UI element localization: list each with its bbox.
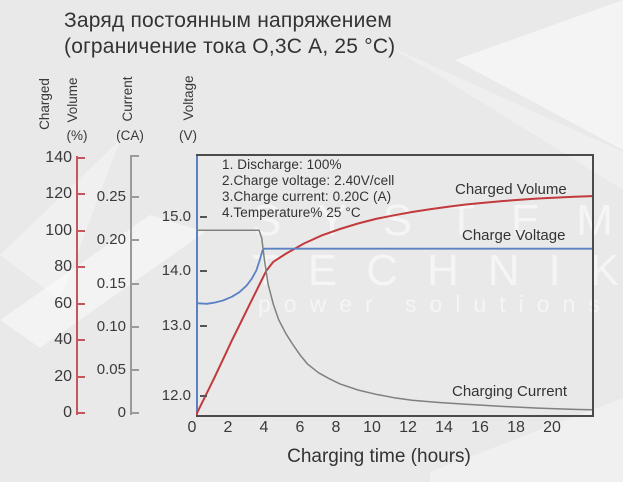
voltage-axis-tick-label: 12.0: [161, 387, 191, 405]
charge_voltage-curve: [196, 247, 592, 305]
current-axis-tick: [132, 325, 139, 328]
axis-header-charged: Charged: [37, 78, 52, 130]
legend-note-discharge: 1. Discharge: 100%: [222, 157, 342, 172]
x-axis-tick-label: 20: [543, 419, 561, 436]
axis-unit-ca: (CA): [116, 128, 144, 143]
x-axis-tick-label: 2: [223, 419, 233, 436]
current-axis-tick: [132, 368, 139, 371]
volume-axis-tick-label: 140: [45, 148, 72, 166]
curves-svg: [196, 156, 592, 415]
x-axis-tick-label: 0: [187, 419, 197, 436]
legend-note-charge-current: 3.Charge current: 0.20C (A): [222, 189, 392, 204]
voltage-axis-tick: [200, 395, 207, 398]
chart-title: Заряд постоянным напряжением (ограничени…: [64, 8, 395, 60]
volume-axis-tick-label: 40: [54, 331, 72, 349]
legend-note-charge-voltage: 2.Charge voltage: 2.40V/cell: [222, 173, 395, 188]
volume-axis-tick-label: 120: [45, 185, 72, 203]
charged_volume-curve: [196, 195, 592, 415]
volume-axis-tick-label: 20: [54, 367, 72, 385]
voltage-axis-tick-label: 15.0: [161, 207, 191, 225]
volume-axis-tick-label: 60: [54, 294, 72, 312]
current-axis-line: [130, 155, 132, 415]
x-axis-tick-label: 18: [507, 419, 525, 436]
curve-label-charged-volume: Charged Volume: [455, 181, 567, 198]
current-axis-tick-label: 0.15: [96, 274, 126, 292]
voltage-axis-tick: [200, 324, 207, 327]
current-axis-tick: [132, 239, 139, 242]
volume-axis-tick-label: 80: [54, 258, 72, 276]
x-axis-title: Charging time (hours): [287, 446, 471, 467]
voltage-axis-tick: [200, 215, 207, 218]
current-axis-tick-label: 0.20: [96, 231, 126, 249]
chart-title-line1: Заряд постоянным напряжением: [64, 9, 393, 32]
x-axis-tick-label: 10: [363, 419, 381, 436]
volume-axis-tick: [78, 412, 85, 414]
curve-label-charge-voltage: Charge Voltage: [462, 227, 566, 244]
legend-notes: 1. Discharge: 100% 2.Charge voltage: 2.4…: [222, 157, 394, 221]
current-axis-tick: [132, 282, 139, 285]
volume-axis-tick: [78, 375, 85, 378]
charging_current-curve: [196, 229, 592, 411]
voltage-axis-tick-label: 13.0: [161, 316, 191, 334]
voltage-axis-tick: [200, 270, 207, 273]
current-axis-tick-label: 0: [117, 404, 126, 421]
voltage-axis-tick-label: 14.0: [161, 262, 191, 280]
current-axis-tick-label: 0.25: [96, 188, 126, 206]
axis-unit-v: (V): [179, 128, 197, 143]
watermark-text-technik: TECHNIK: [252, 246, 623, 295]
x-axis-tick-label: 8: [331, 419, 341, 436]
x-axis-tick-label: 12: [399, 419, 417, 436]
volume-axis-tick: [78, 156, 85, 159]
current-axis-tick: [132, 196, 139, 199]
x-axis-tick-label: 4: [259, 419, 269, 436]
current-axis-tick: [132, 155, 139, 157]
volume-axis-tick: [78, 193, 85, 196]
chart-title-line2: (ограничение тока О,3С А, 25 °С): [64, 35, 396, 58]
current-axis-tick-label: 0.10: [96, 317, 126, 335]
volume-axis-tick-label: 0: [63, 404, 72, 421]
plot-area: [196, 154, 594, 417]
x-axis-tick-label: 16: [471, 419, 489, 436]
current-axis-tick-label: 0.05: [96, 360, 126, 378]
volume-axis-tick-label: 100: [45, 221, 72, 239]
volume-axis-tick: [78, 302, 85, 305]
curve-label-charging-current: Charging Current: [452, 383, 568, 400]
volume-axis-tick: [78, 229, 85, 232]
x-axis-tick-label: 6: [295, 419, 305, 436]
watermark-text-power-solutions: power solutions: [258, 291, 613, 317]
watermark-text-system: SYSTEM: [252, 196, 623, 245]
x-axis-tick-label: 14: [435, 419, 453, 436]
axis-unit-percent: (%): [66, 128, 88, 143]
charged-volume-axis-line: [76, 156, 78, 415]
volume-axis-tick: [78, 339, 85, 342]
volume-axis-tick: [78, 266, 85, 269]
current-axis-tick: [132, 412, 139, 414]
legend-note-temperature: 4.Temperature% 25 °C: [222, 205, 361, 220]
